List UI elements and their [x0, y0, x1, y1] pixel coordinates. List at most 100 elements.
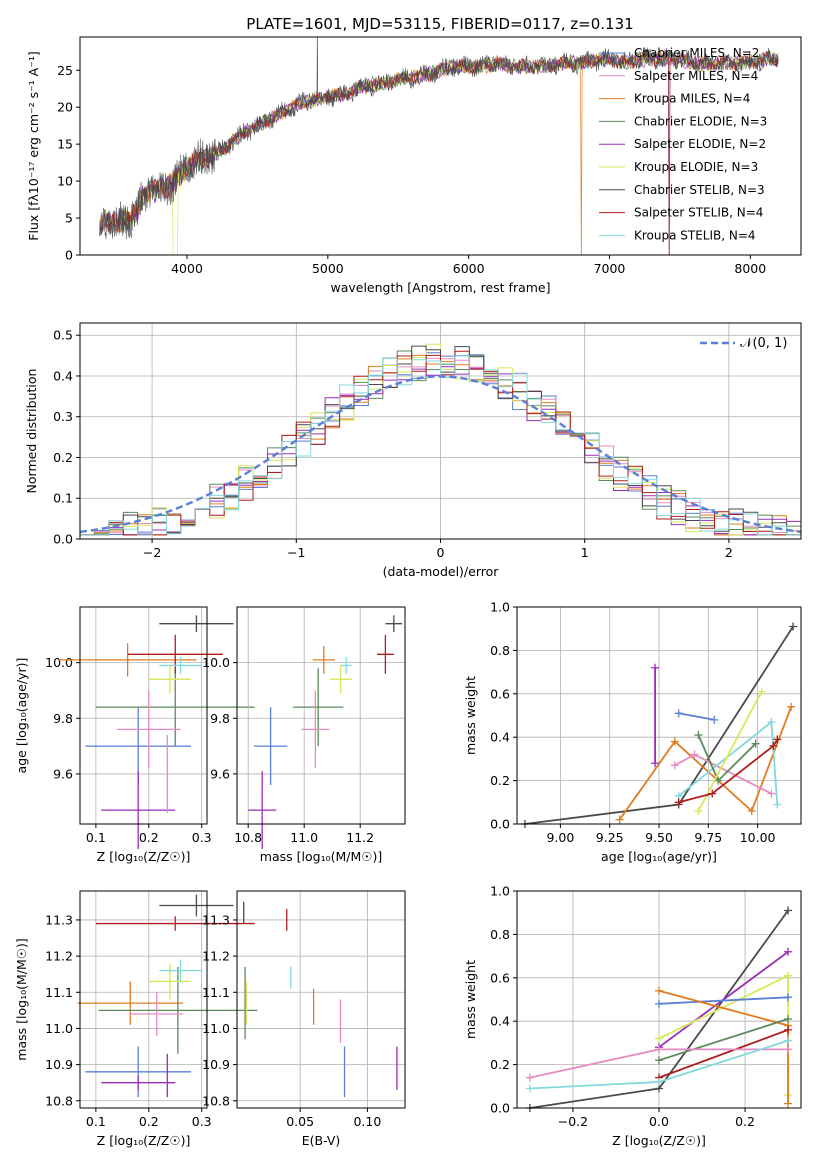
y-tick-label: 0.3 [53, 409, 73, 424]
plus-marker [655, 1056, 663, 1065]
plus-marker [784, 1036, 793, 1045]
y-tick-label: 10.0 [45, 655, 73, 670]
grid [237, 891, 405, 1108]
plus-marker [690, 750, 699, 759]
x-tick-label: 0.0 [649, 1114, 669, 1129]
y-tick-label: 10.9 [202, 1057, 230, 1072]
mass-weight-series [694, 731, 760, 785]
y-tick-label: 10.9 [45, 1057, 73, 1072]
plus-marker [747, 806, 756, 815]
y-tick-label: 11.1 [45, 985, 73, 1000]
mass-weight-series [655, 1015, 793, 1065]
x-tick-label: 9.50 [645, 830, 673, 845]
plus-marker [655, 1034, 663, 1043]
y-tick-label: 0.1 [53, 491, 73, 506]
y-tick-label: 0.6 [490, 686, 510, 701]
x-tick-label: 0.1 [86, 1114, 106, 1129]
mass-vs-extinction-panel: 0.05 0.10 10.8 10.9 11.0 11.1 11.2 11.3 E(B-V) [202, 890, 406, 1148]
series-line [678, 720, 779, 805]
spectrum-panel: 4000 5000 6000 7000 8000 0 5 10 15 20 25 wavelength… [26, 36, 802, 295]
x-tick-label: 4000 [171, 261, 203, 276]
plot-frame [516, 606, 802, 825]
error-bar-point [77, 981, 184, 1025]
x-tick-label: 0.2 [735, 1114, 755, 1129]
y-tick-label: 0.8 [490, 643, 510, 658]
y-tick-label: 25 [57, 63, 73, 78]
legend-entry: Chabrier MILES, N=2 [634, 46, 759, 60]
plus-marker [767, 718, 776, 727]
x-tick-label: 0.1 [86, 830, 106, 845]
y-axis-label: age [log₁₀(age/yr)] [14, 658, 29, 774]
y-tick-label: 0.4 [53, 368, 73, 383]
plus-marker [773, 735, 782, 744]
legend-entry: Salpeter STELIB, N=4 [634, 206, 763, 220]
mass-weight-series [655, 986, 793, 1108]
y-tick-label: 11.2 [45, 949, 73, 964]
x-tick-label: 6000 [453, 261, 485, 276]
mass-weight-vs-age-panel: 9.00 9.25 9.50 9.75 10.00 0.0 0.2 0.4 0.6 0.8 1.0 a… [463, 600, 802, 864]
y-tick-label: 0.2 [490, 1057, 510, 1072]
legend-entry: Salpeter ELODIE, N=2 [634, 137, 766, 151]
error-bar-point [101, 771, 176, 850]
age-vs-mass-panel: 10.8 11.0 11.2 9.6 9.8 10.0 mass [log₁₀(M/M☉)] [202, 606, 406, 864]
x-tick-label: −1 [287, 545, 305, 560]
y-axis-label: mass weight [463, 676, 478, 755]
error-bar-point [312, 645, 335, 674]
x-tick-label: 9.00 [546, 830, 574, 845]
y-tick-label: 11.0 [45, 1021, 73, 1036]
x-axis-label: E(B-V) [302, 1133, 341, 1148]
mass-weight-series [525, 1045, 793, 1082]
y-tick-label: 11.3 [202, 912, 230, 927]
series-line [658, 1029, 789, 1079]
legend-entry: Chabrier STELIB, N=3 [634, 183, 765, 197]
x-tick-label: 10.8 [234, 830, 262, 845]
mass-weight-series [655, 993, 793, 1008]
plus-marker [655, 999, 663, 1008]
plot-frame [79, 36, 802, 256]
spectrum-title: PLATE=1601, MJD=53115, FIBERID=0117, z=0… [246, 15, 633, 33]
series-line [618, 706, 792, 821]
y-tick-label: 0.8 [490, 927, 510, 942]
y-tick-label: 11.3 [45, 912, 73, 927]
plot-frame [236, 606, 406, 825]
legend-entry: Chabrier ELODIE, N=3 [634, 114, 767, 128]
legend-entry: Kroupa STELIB, N=4 [634, 228, 756, 242]
error-bar-point [148, 665, 192, 694]
mass-vs-metallicity-panel: 0.1 0.2 0.3 10.8 10.9 11.0 11.1 11.2 11.3 Z [log₁… [14, 890, 258, 1148]
y-tick-label: 10 [57, 174, 73, 189]
y-tick-label: 15 [57, 137, 73, 152]
y-axis-label: mass [log₁₀(M/M☉)] [14, 938, 29, 1060]
plus-marker [525, 1073, 534, 1082]
series-line [678, 738, 779, 804]
x-axis-label: Z [log₁₀(Z/Z☉)] [97, 1133, 191, 1148]
mass-weight-series [651, 663, 660, 768]
plus-marker [784, 993, 793, 1002]
y-axis-label: mass weight [463, 960, 478, 1039]
plus-marker [787, 702, 796, 711]
y-tick-label: 0.5 [53, 328, 73, 343]
plus-marker [655, 1077, 663, 1086]
error-bar-point [148, 963, 192, 1000]
series-line [658, 1018, 789, 1062]
mass-weight-vs-metallicity-panel: −0.2 0.0 0.2 0.0 0.2 0.4 0.6 0.8 1.0 Z [log₁₀(Z/Z… [463, 884, 802, 1148]
x-axis-label: Z [log₁₀(Z/Z☉)] [612, 1133, 706, 1148]
x-axis-label: Z [log₁₀(Z/Z☉)] [97, 849, 191, 864]
x-tick-label: 7000 [594, 261, 626, 276]
legend-entry: Salpeter MILES, N=4 [634, 69, 758, 83]
x-tick-label: 1 [581, 545, 589, 560]
x-axis-label: wavelength [Angstrom, rest frame] [330, 280, 550, 295]
y-tick-label: 9.8 [53, 711, 73, 726]
y-tick-label: 10.8 [202, 1093, 230, 1108]
y-tick-label: 1.0 [490, 600, 510, 615]
y-tick-label: 1.0 [490, 884, 510, 899]
y-tick-label: 0.2 [490, 773, 510, 788]
plus-marker [757, 687, 766, 696]
plus-marker [751, 739, 760, 748]
x-axis-label: age [log₁₀(age/yr)] [601, 849, 717, 864]
residual-histogram-panel: −2 −1 0 1 2 0.0 0.1 0.2 0.3 0.4 0.5 (data-model)/er… [24, 322, 802, 579]
normal-curve [80, 375, 801, 534]
x-axis-label: (data-model)/error [383, 564, 500, 579]
x-tick-label: 0.3 [192, 1114, 212, 1129]
mass-weight-series [615, 702, 796, 824]
plus-marker [784, 1045, 793, 1054]
